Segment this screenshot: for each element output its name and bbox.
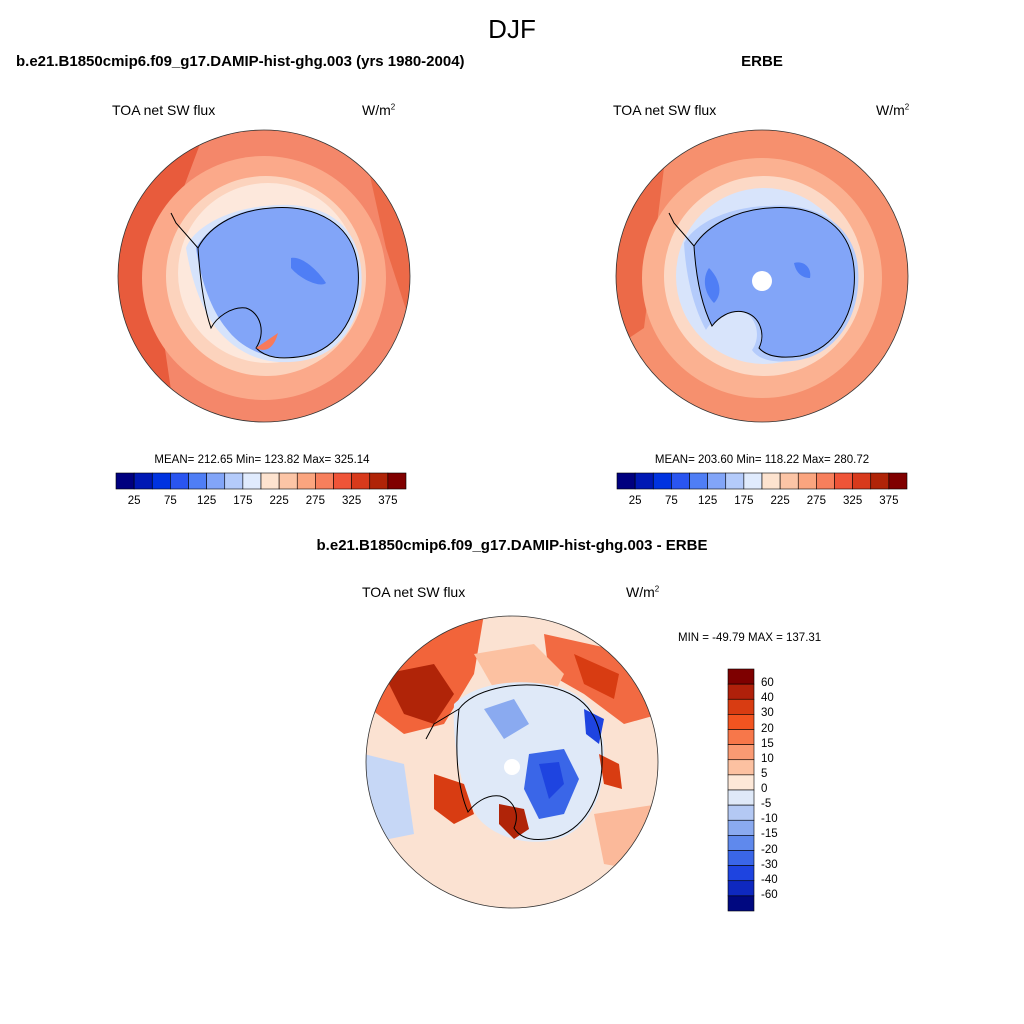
panel1-variable: TOA net SW flux xyxy=(112,102,216,118)
colorbar-swatch xyxy=(151,472,171,490)
colorbar-swatch xyxy=(296,472,316,490)
colorbar-tick-label: 375 xyxy=(879,495,899,507)
panel3-stats: MIN = -49.79 MAX = 137.31 xyxy=(678,632,822,644)
colorbar-swatch xyxy=(707,472,727,490)
colorbar-swatch xyxy=(797,472,817,490)
colorbar-swatch xyxy=(387,472,407,490)
colorbar-swatch xyxy=(115,472,135,490)
colorbar-swatch xyxy=(671,472,690,490)
colorbar-swatch xyxy=(170,472,189,490)
colorbar-swatch xyxy=(278,472,298,490)
colorbar-swatch xyxy=(727,698,755,715)
panel2-colorbar xyxy=(616,472,908,490)
colorbar-swatch xyxy=(224,472,244,490)
colorbar-swatch xyxy=(727,759,755,776)
colorbar-tick-label: 325 xyxy=(342,495,362,507)
colorbar-swatch xyxy=(727,714,755,730)
colorbar-swatch xyxy=(616,472,636,490)
colorbar-swatch xyxy=(727,850,755,866)
colorbar-swatch xyxy=(852,472,872,490)
colorbar-swatch xyxy=(743,472,763,490)
colorbar-swatch xyxy=(727,789,755,806)
colorbar-swatch xyxy=(689,472,708,490)
colorbar-swatch xyxy=(727,744,755,761)
colorbar-tick-label: 5 xyxy=(761,767,768,780)
colorbar-tick-label: 325 xyxy=(843,495,863,507)
panel1-unit: W/m2 xyxy=(362,102,396,118)
colorbar-tick-label: 125 xyxy=(197,495,217,507)
colorbar-swatch xyxy=(634,472,654,490)
colorbar-swatch xyxy=(133,472,153,490)
colorbar-swatch xyxy=(816,472,835,490)
colorbar-swatch xyxy=(727,895,755,912)
colorbar-tick-label: 40 xyxy=(761,692,774,705)
colorbar-tick-label: 125 xyxy=(698,495,718,507)
panel2-stats: MEAN= 203.60 Min= 118.22 Max= 280.72 xyxy=(654,454,870,466)
colorbar-tick-label: 375 xyxy=(378,495,398,507)
colorbar-swatch xyxy=(333,472,352,490)
colorbar-tick-label: 30 xyxy=(761,707,774,720)
colorbar-tick-label: 60 xyxy=(761,677,774,690)
panel3-title: b.e21.B1850cmip6.f09_g17.DAMIP-hist-ghg.… xyxy=(316,537,708,554)
colorbar-swatch xyxy=(834,472,853,490)
colorbar-swatch xyxy=(188,472,207,490)
panel2-polar-map xyxy=(615,129,909,423)
colorbar-swatch xyxy=(727,668,755,685)
colorbar-swatch xyxy=(351,472,371,490)
colorbar-tick-label: -15 xyxy=(761,828,778,841)
colorbar-swatch xyxy=(369,472,389,490)
colorbar-swatch xyxy=(727,865,755,882)
colorbar-tick-label: 225 xyxy=(269,495,289,507)
panel2-variable: TOA net SW flux xyxy=(613,102,717,118)
colorbar-tick-label: -20 xyxy=(761,843,778,856)
panel3-variable: TOA net SW flux xyxy=(362,584,466,600)
panel3-unit: W/m2 xyxy=(626,584,660,600)
colorbar-tick-label: 225 xyxy=(770,495,790,507)
colorbar-swatch xyxy=(242,472,262,490)
colorbar-tick-label: 25 xyxy=(127,495,141,507)
panel3-polar-map xyxy=(365,615,659,909)
colorbar-tick-label: 10 xyxy=(761,752,774,765)
colorbar-tick-label: 15 xyxy=(761,737,774,750)
figure-title: DJF xyxy=(488,14,536,44)
colorbar-tick-label: 175 xyxy=(734,495,754,507)
panel1-stats: MEAN= 212.65 Min= 123.82 Max= 325.14 xyxy=(154,454,370,466)
colorbar-swatch xyxy=(727,683,755,700)
colorbar-tick-label: 175 xyxy=(233,495,253,507)
colorbar-swatch xyxy=(779,472,799,490)
colorbar-swatch xyxy=(206,472,226,490)
panel1-antarctica-field xyxy=(196,207,359,358)
colorbar-swatch xyxy=(870,472,890,490)
panel1-colorbar xyxy=(115,472,407,490)
colorbar-swatch xyxy=(725,472,745,490)
colorbar-tick-label: 0 xyxy=(761,783,768,795)
colorbar-swatch xyxy=(727,880,755,897)
colorbar-swatch xyxy=(727,774,755,791)
colorbar-tick-label: 75 xyxy=(163,495,177,507)
colorbar-tick-label: -60 xyxy=(761,888,778,901)
panel1-polar-map xyxy=(117,129,411,423)
colorbar-tick-label: -30 xyxy=(761,858,778,871)
colorbar-tick-label: -10 xyxy=(761,813,778,826)
colorbar-tick-label: -40 xyxy=(761,873,778,886)
colorbar-swatch xyxy=(727,819,755,836)
colorbar-swatch xyxy=(652,472,672,490)
colorbar-swatch xyxy=(727,729,755,745)
colorbar-swatch xyxy=(727,804,755,821)
colorbar-tick-label: 20 xyxy=(761,722,774,735)
panel3-colorbar xyxy=(727,668,755,912)
colorbar-swatch xyxy=(315,472,334,490)
colorbar-tick-label: 275 xyxy=(305,495,325,507)
colorbar-swatch xyxy=(727,835,755,851)
colorbar-tick-label: 275 xyxy=(806,495,826,507)
colorbar-tick-label: 75 xyxy=(664,495,678,507)
panel1-title: b.e21.B1850cmip6.f09_g17.DAMIP-hist-ghg.… xyxy=(16,53,465,70)
colorbar-swatch xyxy=(888,472,908,490)
panel2-title: ERBE xyxy=(741,53,783,70)
panel2-unit: W/m2 xyxy=(876,102,910,118)
colorbar-tick-label: -5 xyxy=(761,798,772,811)
colorbar-tick-label: 25 xyxy=(628,495,642,507)
colorbar-swatch xyxy=(260,472,280,490)
colorbar-swatch xyxy=(761,472,781,490)
